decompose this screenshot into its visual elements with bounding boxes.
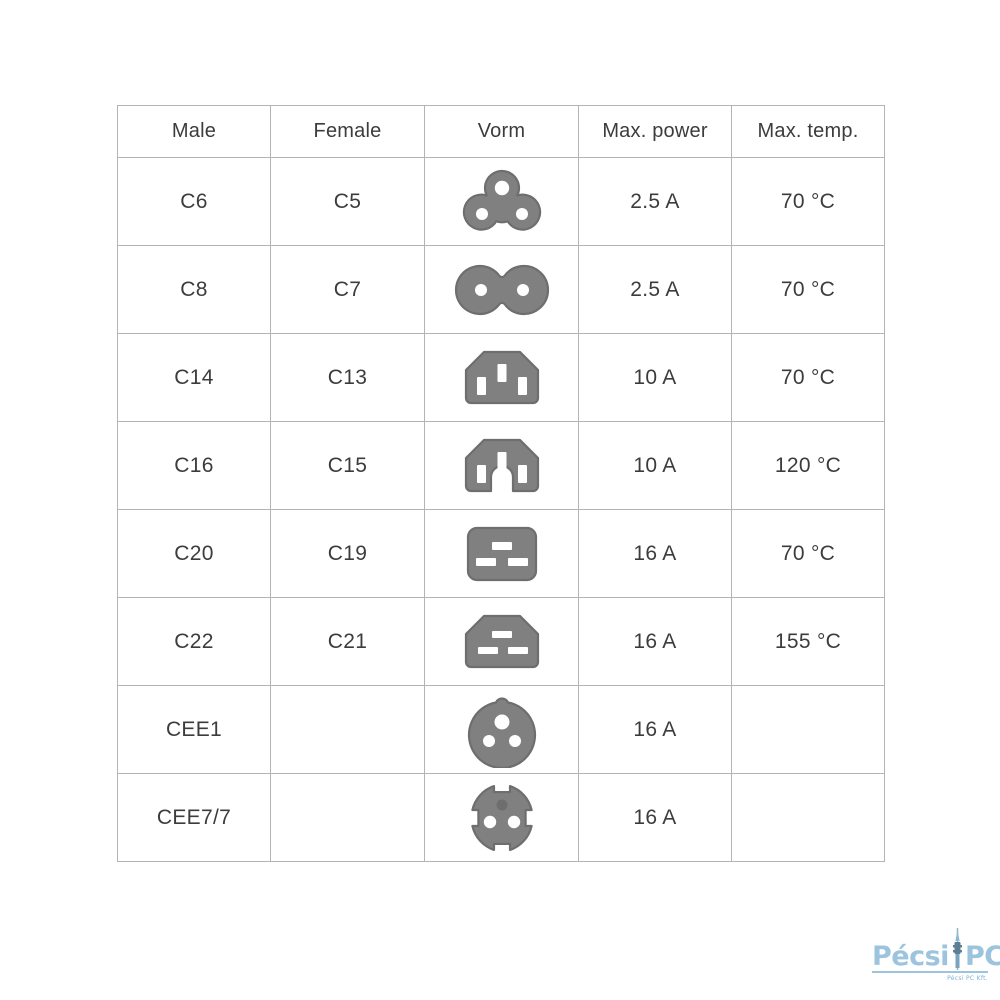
cell-max-power: 16 A — [578, 685, 732, 774]
cee77-connector-icon — [470, 784, 533, 851]
table-row: C22 C21 16 A 155 °C — [117, 597, 885, 686]
logo-word-left: Pécsi — [872, 941, 949, 972]
cell-max-power: 16 A — [578, 773, 732, 862]
cell-female: C15 — [270, 421, 425, 510]
cell-max-temp: 120 °C — [731, 421, 885, 510]
cell-vorm — [424, 157, 579, 246]
table-row: C8 C7 2.5 A 70 °C — [117, 245, 885, 334]
brand-logo[interactable]: Pécsi PC Pécsi PC Kft. — [872, 928, 1000, 986]
cell-vorm — [424, 773, 579, 862]
cell-max-power: 10 A — [578, 333, 732, 422]
logo-wordmark: Pécsi PC — [872, 928, 1000, 972]
cell-vorm — [424, 597, 579, 686]
logo-word-right: PC — [964, 941, 1000, 972]
table-row: CEE7/7 16 A — [117, 773, 885, 862]
cell-vorm — [424, 509, 579, 598]
column-header-female: Female — [270, 105, 425, 158]
cell-female — [270, 685, 425, 774]
cell-female — [270, 773, 425, 862]
c14-connector-icon — [464, 350, 539, 404]
logo-underline — [872, 971, 988, 973]
cell-max-temp: 70 °C — [731, 245, 885, 334]
c16-connector-icon — [464, 438, 539, 492]
cell-male: C14 — [117, 333, 271, 422]
table-row: C20 C19 16 A 70 °C — [117, 509, 885, 598]
cell-male: C20 — [117, 509, 271, 598]
c20-connector-icon — [466, 526, 537, 581]
cee1-connector-icon — [467, 696, 536, 768]
logo-tagline: Pécsi PC Kft. — [947, 975, 988, 982]
column-header-max-temp: Max. temp. — [731, 105, 885, 158]
cell-female: C21 — [270, 597, 425, 686]
table-body: C6 C5 2.5 A 70 °C C8 C7 — [117, 157, 885, 862]
header-row: Male Female Vorm Max. power Max. temp. — [117, 105, 885, 158]
cell-max-temp: 70 °C — [731, 333, 885, 422]
column-header-vorm: Vorm — [424, 105, 579, 158]
cell-vorm — [424, 245, 579, 334]
table-row: C6 C5 2.5 A 70 °C — [117, 157, 885, 246]
cell-max-power: 2.5 A — [578, 157, 732, 246]
cell-male: C6 — [117, 157, 271, 246]
c22-connector-icon — [464, 614, 539, 668]
column-header-male: Male — [117, 105, 271, 158]
cell-male: CEE7/7 — [117, 773, 271, 862]
cell-female: C5 — [270, 157, 425, 246]
cell-male: CEE1 — [117, 685, 271, 774]
cell-male: C22 — [117, 597, 271, 686]
c6-clover-connector-icon — [462, 169, 541, 231]
cell-max-temp: 70 °C — [731, 509, 885, 598]
cell-max-power: 16 A — [578, 597, 732, 686]
cell-vorm — [424, 333, 579, 422]
cell-max-temp — [731, 685, 885, 774]
cell-max-power: 10 A — [578, 421, 732, 510]
tv-tower-icon — [951, 928, 964, 970]
cell-female: C19 — [270, 509, 425, 598]
cell-male: C8 — [117, 245, 271, 334]
cell-max-temp: 155 °C — [731, 597, 885, 686]
cell-max-temp: 70 °C — [731, 157, 885, 246]
cell-max-power: 2.5 A — [578, 245, 732, 334]
table-row: CEE1 16 A — [117, 685, 885, 774]
cell-vorm — [424, 421, 579, 510]
table-row: C14 C13 10 A 70 °C — [117, 333, 885, 422]
cell-vorm — [424, 685, 579, 774]
c8-figure8-connector-icon — [454, 264, 549, 315]
cell-female: C13 — [270, 333, 425, 422]
table-header: Male Female Vorm Max. power Max. temp. — [117, 105, 885, 158]
cell-max-power: 16 A — [578, 509, 732, 598]
column-header-max-power: Max. power — [578, 105, 732, 158]
cell-max-temp — [731, 773, 885, 862]
iec-connector-reference-table: Male Female Vorm Max. power Max. temp. C… — [117, 105, 885, 862]
cell-male: C16 — [117, 421, 271, 510]
cell-female: C7 — [270, 245, 425, 334]
table-row: C16 C15 10 A 120 °C — [117, 421, 885, 510]
